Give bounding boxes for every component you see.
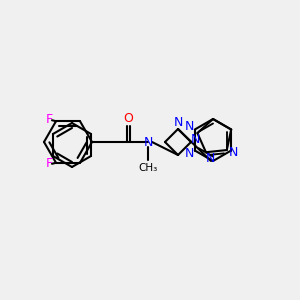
Text: N: N <box>206 152 216 165</box>
Text: N: N <box>191 133 200 146</box>
Text: N: N <box>173 116 183 130</box>
Text: N: N <box>229 146 239 158</box>
Text: F: F <box>45 157 52 170</box>
Text: N: N <box>185 120 194 133</box>
Text: N: N <box>143 136 153 148</box>
Text: F: F <box>45 113 52 126</box>
Text: N: N <box>185 147 194 160</box>
Text: O: O <box>123 112 133 125</box>
Text: CH₃: CH₃ <box>138 163 158 173</box>
